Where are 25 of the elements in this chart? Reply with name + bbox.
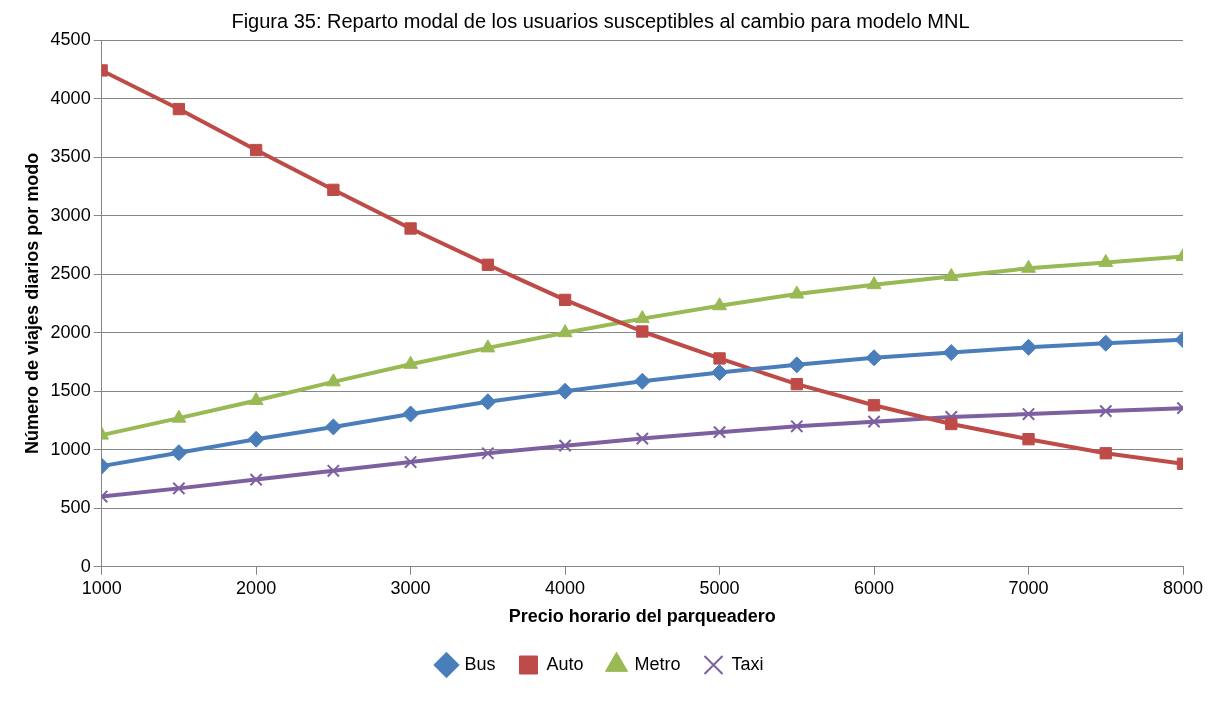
chart-title: Figura 35: Reparto modal de los usuarios susceptibles al cambio para modelo MNL [231, 9, 970, 32]
legend-label: Auto [546, 653, 584, 674]
y-tick-label: 2500 [50, 263, 91, 284]
y-tick-label: 1000 [50, 438, 91, 459]
legend-label: Metro [634, 653, 681, 674]
y-tick-label: 4000 [50, 87, 91, 108]
y-tick-label: 4500 [50, 28, 91, 49]
legend-label: Bus [464, 653, 496, 674]
x-tick-label: 7000 [1008, 577, 1049, 598]
x-tick-label: 2000 [236, 577, 277, 598]
x-tick-label: 4000 [545, 577, 586, 598]
y-tick-label: 2000 [50, 321, 91, 342]
x-tick-label: 8000 [1162, 577, 1204, 598]
x-axis-title: Precio horario del parqueadero [508, 606, 776, 627]
legend-label: Taxi [731, 653, 764, 674]
x-tick-label: 3000 [390, 577, 431, 598]
y-tick-label: 3000 [50, 204, 91, 225]
y-tick-label: 1500 [50, 380, 91, 401]
x-tick-label: 5000 [699, 577, 740, 598]
y-tick-label: 3500 [50, 146, 91, 167]
y-tick-label: 500 [60, 497, 91, 518]
x-tick-label: 6000 [854, 577, 895, 598]
y-axis-title: Número de viajes diarios por modo [21, 152, 42, 454]
x-tick-label: 1000 [81, 577, 122, 598]
y-tick-label: 0 [80, 555, 91, 576]
